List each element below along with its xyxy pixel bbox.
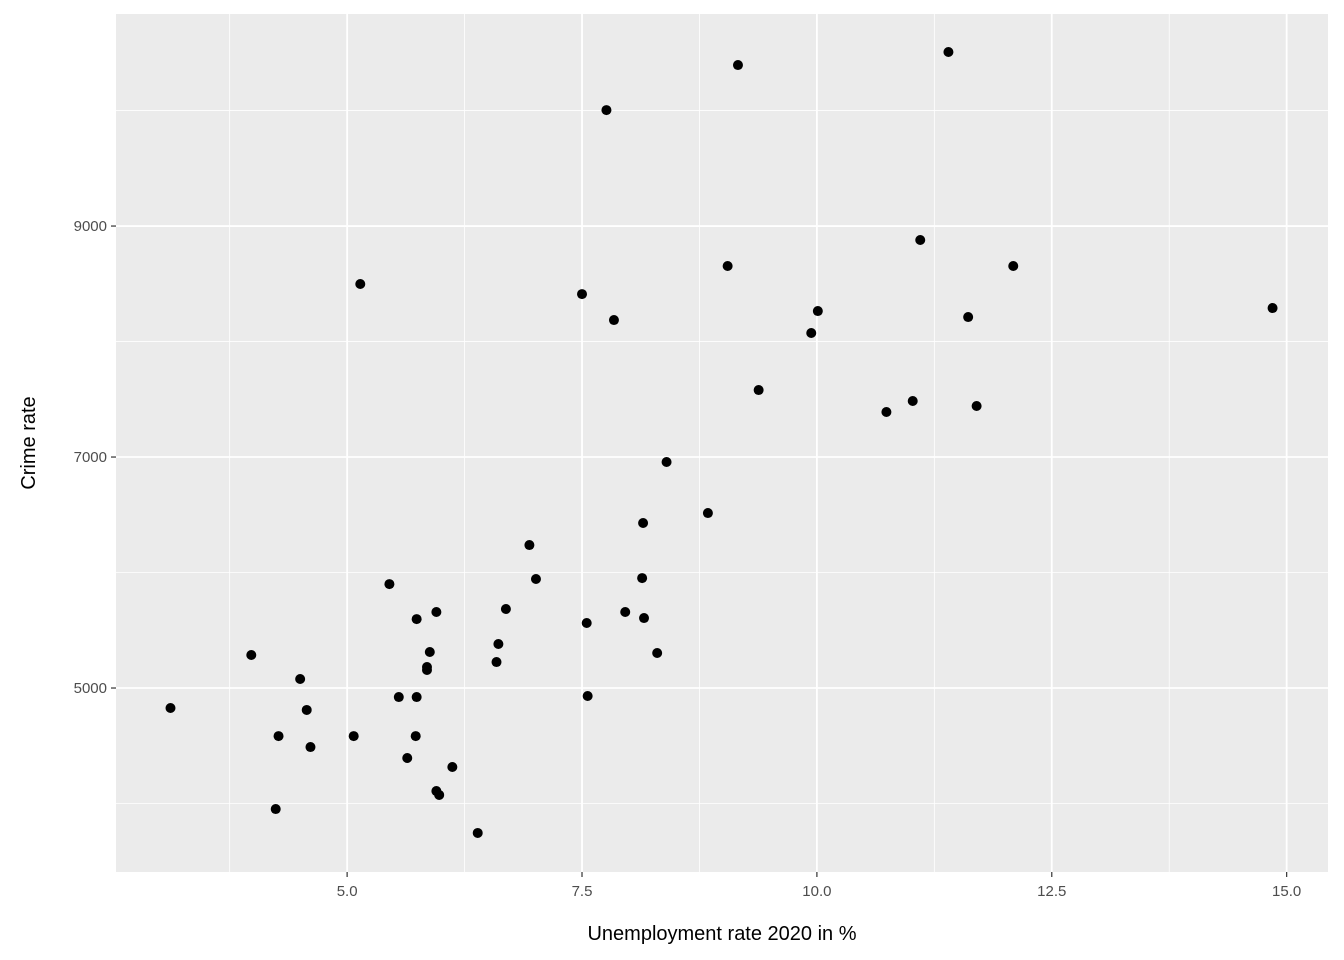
data-point	[661, 456, 672, 467]
data-point	[424, 646, 435, 657]
data-point	[971, 400, 982, 411]
data-point	[581, 617, 592, 628]
y-tick-label: 5000	[74, 680, 107, 697]
data-point	[753, 385, 764, 396]
plot-panel	[116, 14, 1328, 872]
data-point	[273, 731, 284, 742]
data-point	[806, 327, 817, 338]
data-point	[348, 731, 359, 742]
data-point	[524, 540, 535, 551]
data-point	[431, 607, 442, 618]
data-point	[411, 692, 422, 703]
data-point	[620, 607, 631, 618]
y-axis-title: Crime rate	[18, 396, 40, 489]
data-point	[447, 762, 458, 773]
data-point	[530, 573, 541, 584]
data-point	[410, 731, 421, 742]
data-point	[881, 406, 892, 417]
data-point	[907, 396, 918, 407]
x-tick-label: 10.0	[802, 883, 831, 900]
x-tick-label: 5.0	[337, 883, 358, 900]
data-point	[500, 604, 511, 615]
data-point	[434, 789, 445, 800]
data-point	[582, 690, 593, 701]
data-point	[411, 614, 422, 625]
data-point	[301, 704, 312, 715]
data-point	[493, 639, 504, 650]
data-point	[402, 753, 413, 764]
data-point	[963, 312, 974, 323]
data-point	[270, 804, 281, 815]
data-point	[295, 674, 306, 685]
x-axis-title: Unemployment rate 2020 in %	[587, 923, 856, 945]
x-tick-label: 7.5	[572, 883, 593, 900]
data-point	[305, 742, 316, 753]
data-point	[246, 649, 257, 660]
data-point	[1267, 303, 1278, 314]
x-tick-label: 12.5	[1037, 883, 1066, 900]
data-point	[639, 613, 650, 624]
data-point	[943, 46, 954, 57]
data-point	[601, 105, 612, 116]
data-point	[355, 279, 366, 290]
data-point	[165, 702, 176, 713]
data-point	[1008, 261, 1019, 272]
data-point	[608, 315, 619, 326]
y-tick-label: 9000	[74, 218, 107, 235]
x-tick-label: 15.0	[1272, 883, 1301, 900]
data-point	[812, 306, 823, 317]
data-points	[165, 46, 1278, 838]
data-point	[652, 648, 663, 659]
y-tick-label: 7000	[74, 449, 107, 466]
axes: 5.0 7.5 10.0 12.5 15.0 5000 7000 9000	[74, 218, 1302, 900]
data-point	[472, 827, 483, 838]
data-point	[702, 508, 713, 519]
data-point	[732, 60, 743, 71]
data-point	[421, 665, 432, 676]
data-point	[577, 289, 588, 300]
data-point	[722, 261, 733, 272]
gridlines	[116, 14, 1328, 872]
data-point	[393, 692, 404, 703]
data-point	[638, 517, 649, 528]
data-point	[491, 657, 502, 668]
data-point	[637, 573, 648, 584]
data-point	[915, 235, 926, 246]
data-point	[384, 579, 395, 590]
